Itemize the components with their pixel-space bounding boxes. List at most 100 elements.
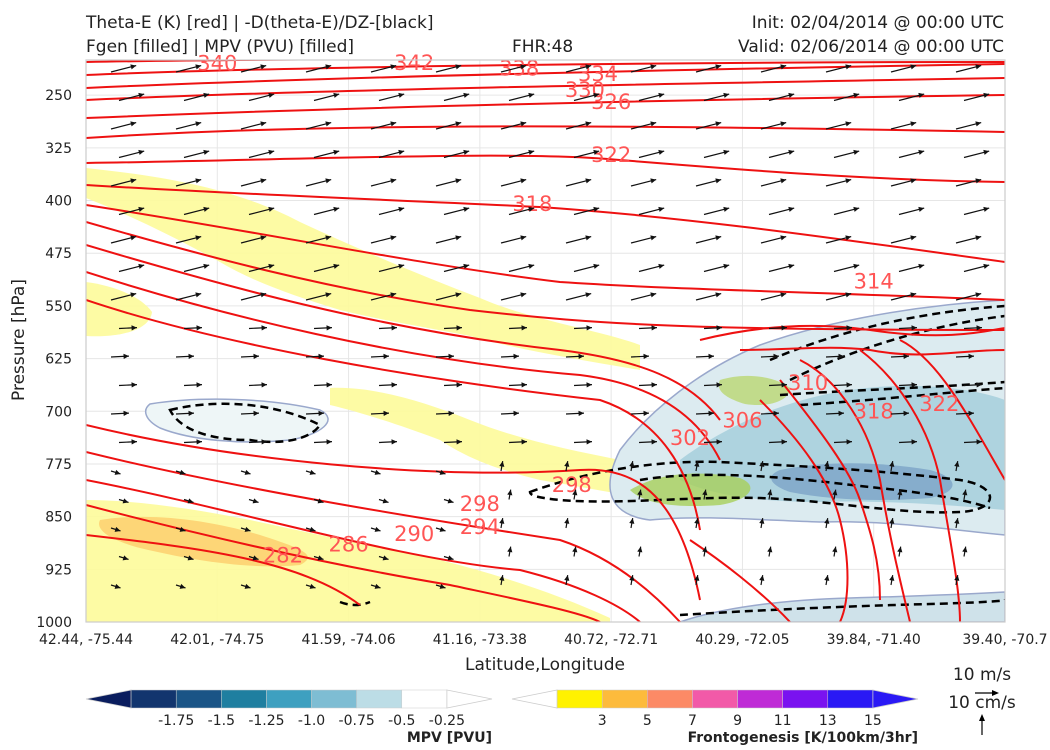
- wind-vector-head: [954, 461, 960, 467]
- wind-vector-head: [788, 149, 795, 155]
- wind-vector-head: [983, 263, 990, 269]
- theta-e-label: 322: [591, 143, 631, 167]
- wind-vector-head: [448, 353, 454, 359]
- wind-vector-head: [195, 64, 202, 70]
- x-tick-label: 39.84, -71.40: [827, 632, 921, 648]
- wind-vector-head: [138, 263, 145, 269]
- wind-vector-head: [572, 489, 578, 496]
- wind-vector-head: [521, 325, 527, 331]
- theta-e-contour: [86, 271, 721, 461]
- wind-vector-head: [130, 235, 137, 241]
- wind-vector-head: [976, 382, 982, 388]
- wind-vector-head: [773, 410, 779, 416]
- wind-vector-head: [114, 469, 121, 475]
- colorbar-cell: [266, 689, 312, 709]
- colorbar-tick: -1.25: [248, 713, 284, 729]
- wind-vector-head: [824, 461, 830, 467]
- wind-vector-head: [975, 235, 982, 241]
- wind-vector-head: [918, 263, 925, 269]
- wind-vector-head: [723, 149, 730, 155]
- wind-vector-head: [268, 149, 275, 155]
- wind-vector-head: [196, 439, 202, 445]
- wind-vector-head: [983, 206, 990, 212]
- colorbar-cell: [221, 689, 267, 709]
- wind-vector-head: [975, 64, 982, 70]
- wind-vector-head: [260, 292, 267, 298]
- wind-vector-head: [759, 575, 765, 581]
- wind-vector-head: [203, 206, 210, 212]
- x-tick-label: 41.16, -73.38: [433, 632, 527, 648]
- wind-vector-head: [853, 149, 860, 155]
- wind-vector-head: [390, 292, 397, 298]
- y-axis-label: Pressure [hPa]: [9, 279, 29, 401]
- x-tick-label: 40.29, -72.05: [695, 632, 789, 648]
- wind-vector-head: [910, 64, 917, 70]
- wind-vector-head: [593, 92, 600, 98]
- wind-vector-head: [715, 121, 722, 127]
- fgen-fill-green-upper: [718, 375, 790, 406]
- wind-vector-head: [845, 292, 852, 298]
- theta-e-contour: [86, 184, 1005, 263]
- wind-vector-head: [715, 178, 722, 184]
- colorbar-extend-left: [511, 689, 558, 709]
- colorbar-tick: -0.5: [388, 713, 415, 729]
- theta-e-contour: [86, 204, 1005, 301]
- wind-vector-head: [853, 263, 860, 269]
- theta-e-contour: [86, 244, 721, 421]
- y-tick-label: 625: [45, 352, 72, 368]
- wind-vector-head: [456, 382, 462, 388]
- wind-vector-head: [715, 292, 722, 298]
- fgen-fill-mid-band: [330, 387, 700, 505]
- wind-vector-head: [845, 235, 852, 241]
- wind-vector-head: [838, 353, 844, 359]
- title-line-1: Theta-E (K) [red] | -D(theta-E)/DZ-[blac…: [86, 13, 434, 33]
- wind-vector-head: [203, 92, 210, 98]
- wind-vector-head: [382, 555, 389, 561]
- wind-vector-head: [179, 583, 186, 589]
- colorbar-cell: [130, 689, 177, 709]
- wind-vector-head: [252, 498, 259, 504]
- wind-vector-head: [507, 546, 513, 553]
- x-tick-label: 40.72, -72.71: [564, 632, 658, 648]
- wind-vector-head: [383, 353, 389, 359]
- wind-vector-head: [260, 178, 267, 184]
- wind-vector-head: [889, 518, 895, 524]
- wind-vector-head: [586, 439, 592, 445]
- fgen-colorbar-title: Frontogenesis [K/100km/3hr]: [688, 730, 918, 746]
- wind-vector-head: [903, 353, 909, 359]
- wind-vector-head: [499, 575, 505, 581]
- y-axis-ticks: 250 325 400 475 550 625 700 775 850 925 1000: [36, 88, 72, 631]
- wind-vector-head: [983, 92, 990, 98]
- wind-vector-head: [629, 575, 635, 581]
- wind-vector-head: [593, 149, 600, 155]
- wind-vector-head: [954, 575, 960, 581]
- wind-vector-head: [325, 235, 332, 241]
- wind-vector-head: [910, 292, 917, 298]
- theta-e-contour: [689, 539, 791, 622]
- wind-vector-head: [528, 206, 535, 212]
- colorbar-tick: -0.75: [339, 713, 375, 729]
- theta-e-label: 342: [394, 51, 434, 75]
- wind-vector-head: [325, 121, 332, 127]
- wind-vector-head: [252, 555, 259, 561]
- wind-vector-head: [780, 178, 787, 184]
- wind-vector-head: [781, 439, 787, 445]
- theta-e-contour: [86, 424, 701, 601]
- theta-e-label: 298: [460, 492, 500, 516]
- wind-vector-head: [716, 325, 722, 331]
- colorbar-tick: -0.25: [429, 713, 465, 729]
- wind-vector-head: [780, 121, 787, 127]
- colorbar-tick: 13: [819, 713, 837, 729]
- wind-vector-head: [702, 489, 708, 496]
- colorbar-tick: -1.75: [158, 713, 194, 729]
- wind-vector-head: [195, 178, 202, 184]
- wind-vector-head: [325, 64, 332, 70]
- wind-vector-head: [260, 121, 267, 127]
- wind-vector-head: [520, 292, 527, 298]
- wind-vector-head: [317, 555, 324, 561]
- wind-vector-head: [455, 64, 462, 70]
- wind-vector-head: [585, 235, 592, 241]
- wind-vector-head: [179, 469, 186, 475]
- wind-vector-head: [374, 469, 381, 475]
- wind-vector-head: [131, 439, 137, 445]
